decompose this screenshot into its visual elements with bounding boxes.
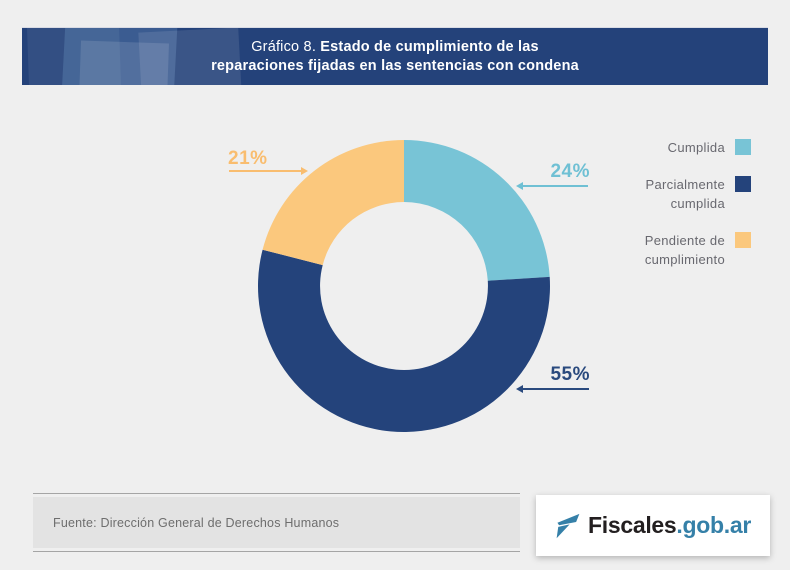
callout-arrow-right-icon	[229, 167, 308, 175]
fiscales-logo: Fiscales.gob.ar	[536, 495, 770, 556]
callout-cumplida: 24%	[515, 161, 590, 190]
chart-legend: Cumplida Parcialmente cumplida Pendiente…	[620, 138, 751, 287]
legend-item-parcialmente-cumplida: Parcialmente cumplida	[620, 175, 751, 213]
legend-swatch-pendiente	[735, 232, 751, 248]
source-box: Fuente: Dirección General de Derechos Hu…	[33, 493, 520, 552]
donut-segment-parcialmente-cumplida	[257, 249, 550, 433]
chart-title-text: Estado de cumplimiento de las	[320, 38, 539, 55]
decoration-rectangle	[62, 28, 178, 85]
legend-label: Cumplida	[667, 140, 725, 155]
callout-cumplida-value: 24%	[550, 161, 590, 182]
chart-title-banner: Gráfico 8. Estado de cumplimiento de las…	[22, 28, 768, 85]
fiscales-logo-text: Fiscales.gob.ar	[588, 512, 751, 539]
donut-segment-pendiente-de-cumplimiento	[262, 140, 404, 266]
callout-parcialmente-value: 55%	[550, 364, 590, 385]
chart-title-line1: Gráfico 8. Estado de cumplimiento de las	[251, 38, 539, 57]
callout-parcialmente-cumplida: 55%	[515, 364, 590, 393]
logo-name: Fiscales	[588, 512, 677, 538]
legend-label: Parcialmente cumplida	[645, 177, 725, 211]
callout-pendiente-value: 21%	[228, 148, 268, 169]
chart-number-label: Gráfico 8.	[251, 38, 317, 55]
legend-swatch-parcialmente	[735, 176, 751, 192]
legend-item-pendiente: Pendiente de cumplimiento	[620, 231, 751, 269]
legend-item-cumplida: Cumplida	[620, 138, 751, 157]
logo-suffix: .gob.ar	[676, 512, 751, 538]
chart-title-line2: reparaciones fijadas en las sentencias c…	[211, 57, 579, 74]
donut-segment-cumplida	[404, 140, 550, 281]
decoration-rectangle	[79, 40, 169, 85]
legend-swatch-cumplida	[735, 139, 751, 155]
decoration-rectangle	[26, 28, 122, 85]
fiscales-flag-icon	[556, 513, 580, 538]
source-text: Fuente: Dirección General de Derechos Hu…	[53, 515, 340, 530]
callout-pendiente: 21%	[228, 148, 308, 175]
callout-arrow-left-icon	[516, 385, 589, 393]
donut-chart	[257, 140, 550, 433]
callout-arrow-left-icon	[516, 182, 588, 190]
legend-label: Pendiente de cumplimiento	[644, 233, 725, 267]
